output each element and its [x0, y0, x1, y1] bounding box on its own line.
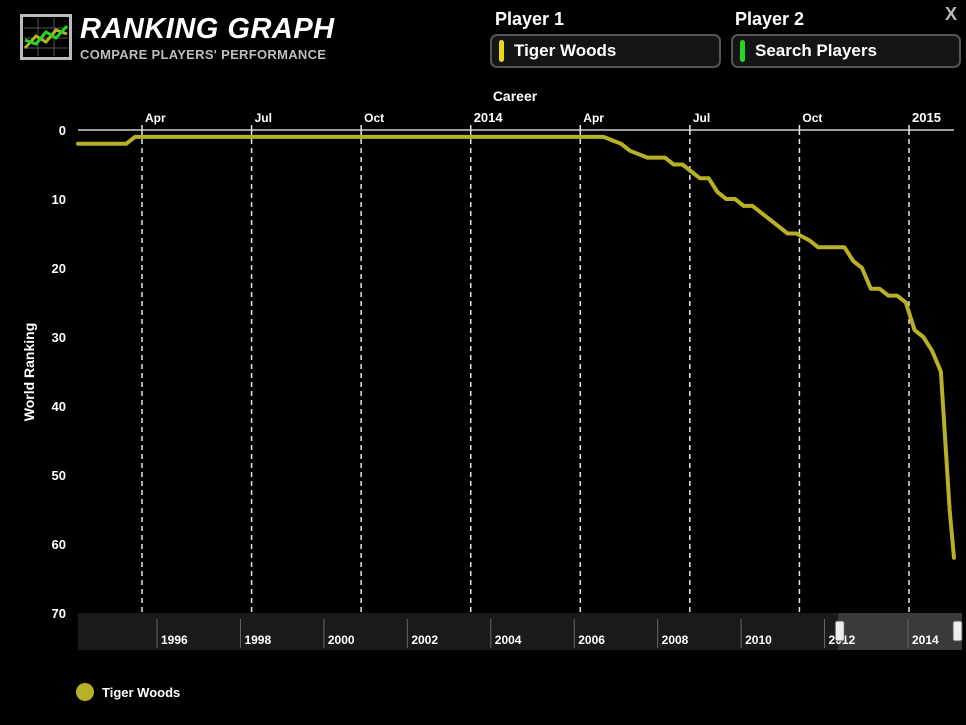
y-tick-label: 40: [52, 399, 66, 414]
timeline-label: 2000: [328, 633, 355, 647]
player2-search-field[interactable]: Search Players: [731, 34, 961, 68]
y-tick-label: 10: [52, 192, 66, 207]
y-tick-label: 20: [52, 261, 66, 276]
y-tick-label: 60: [52, 537, 66, 552]
player2-search-placeholder: Search Players: [755, 41, 877, 60]
x-tick-label: 2014: [474, 110, 504, 125]
player2-label: Player 2: [735, 9, 805, 29]
y-tick-label: 70: [52, 606, 66, 621]
y-tick-label: 50: [52, 468, 66, 483]
y-axis-label: World Ranking: [21, 323, 37, 422]
timeline-label: 2004: [495, 633, 522, 647]
chart-legend[interactable]: Tiger Woods: [76, 683, 180, 701]
x-tick-label: Jul: [693, 111, 710, 125]
timeline-label: 1998: [244, 633, 271, 647]
chart-title: Career: [493, 88, 538, 104]
player1-value: Tiger Woods: [514, 41, 617, 60]
timeline-label: 2014: [912, 633, 939, 647]
timeline-window[interactable]: [838, 613, 962, 650]
x-tick-label: Oct: [364, 111, 384, 125]
x-tick-label: Oct: [802, 111, 822, 125]
legend-swatch: [76, 683, 94, 701]
series-line-tiger-woods: [76, 134, 956, 560]
timeline-strip: [78, 613, 962, 650]
line-chart-icon: [20, 14, 72, 60]
timeline-label: 1996: [161, 633, 188, 647]
app-subtitle: COMPARE PLAYERS' PERFORMANCE: [80, 47, 327, 62]
timeline-handle-left[interactable]: [834, 620, 845, 642]
app-title: RANKING GRAPH: [80, 13, 335, 45]
y-tick-label: 30: [52, 330, 66, 345]
close-icon[interactable]: X: [945, 4, 958, 24]
timeline-handle-right[interactable]: [952, 620, 963, 642]
x-tick-label: 2015: [912, 110, 941, 125]
player1-label: Player 1: [495, 9, 565, 29]
timeline-label: 2008: [662, 633, 689, 647]
legend-label: Tiger Woods: [102, 684, 181, 700]
player1-field[interactable]: Tiger Woods: [490, 34, 721, 68]
player2-color-swatch: [740, 40, 745, 62]
y-tick-label: 0: [59, 123, 66, 138]
x-tick-label: Apr: [145, 111, 166, 125]
x-tick-label: Apr: [583, 111, 604, 125]
x-tick-label: Jul: [255, 111, 272, 125]
timeline-label: 2002: [411, 633, 438, 647]
timeline-label: 2006: [578, 633, 605, 647]
player1-color-swatch: [499, 40, 504, 62]
timeline-label: 2010: [745, 633, 772, 647]
